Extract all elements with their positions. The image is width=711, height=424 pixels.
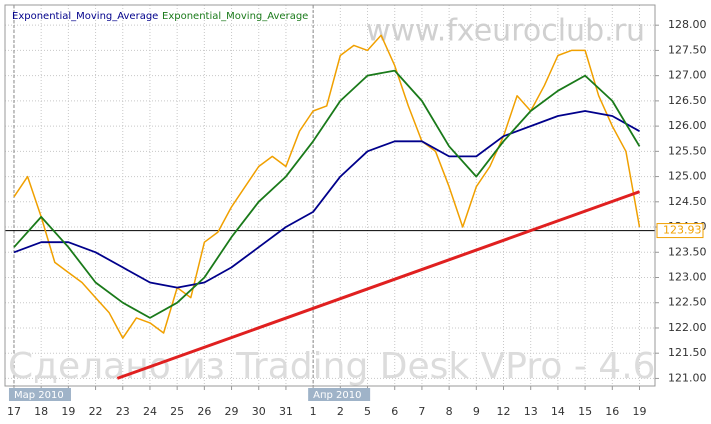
x-tick-label: 16 [605,405,619,418]
axes: 121.00 121.50 122.00 122.50 123.00 123.50 124.… [7,18,707,418]
watermark: www.fxeuroclub.ru [366,14,645,49]
x-tick-label: 14 [551,405,565,418]
x-tick-label: 24 [143,405,157,418]
x-tick-label: 29 [225,405,239,418]
x-tick-label: 1 [310,405,317,418]
x-tick-label: 23 [116,405,130,418]
watermark: Сделано из Trading Desk VPro - 4.6.5 [8,346,690,387]
x-tick-label: 19 [61,405,75,418]
x-tick-label: 31 [279,405,293,418]
watermarks: www.fxeuroclub.ru Сделано из Trading Desk… [8,14,690,387]
x-tick-label: 18 [34,405,48,418]
y-tick-label: 126.50 [668,94,707,107]
x-tick-label: 5 [364,405,371,418]
y-tick-label: 125.00 [668,170,707,183]
x-tick-label: 13 [524,405,538,418]
y-tick-label: 123.50 [668,245,707,258]
x-tick-label: 25 [170,405,184,418]
y-tick-label: 124.50 [668,195,707,208]
x-tick-label: 30 [252,405,266,418]
x-tick-label: 8 [446,405,453,418]
current-price-label: 123.93 [663,224,702,237]
y-tick-label: 127.50 [668,43,707,56]
x-tick-label: 6 [391,405,398,418]
series-line [13,110,640,289]
grid [5,5,655,386]
y-tick-label: 125.50 [668,144,707,157]
current-price-box [656,223,704,239]
y-tick-label: 121.50 [668,346,707,359]
x-tick-label: 2 [337,405,344,418]
y-tick-label: 122.50 [668,296,707,309]
series-line [116,190,641,380]
legend-entry: Exponential_Moving_Average [162,11,308,22]
legend-entry: Exponential_Moving_Average [12,11,158,22]
series-line [13,34,641,339]
plot-border [4,4,656,387]
month-label: Мар 2010 [14,390,64,401]
x-tick-label: 22 [89,405,103,418]
y-tick-label: 126.00 [668,119,707,132]
series-line [13,69,641,319]
y-tick-label: 122.00 [668,321,707,334]
x-tick-label: 9 [473,405,480,418]
x-tick-label: 15 [578,405,592,418]
y-tick-label: 127.00 [668,69,707,82]
y-tick-label: 121.00 [668,371,707,384]
month-label: Апр 2010 [313,390,361,401]
y-tick-label: 128.00 [668,18,707,31]
x-tick-label: 17 [7,405,21,418]
x-tick-label: 12 [497,405,511,418]
plot [5,34,655,380]
x-tick-label: 7 [418,405,425,418]
y-tick-label: 123.00 [668,271,707,284]
x-tick-label: 19 [632,405,646,418]
month-box [8,388,71,401]
month-box [308,388,371,401]
x-tick-label: 26 [197,405,211,418]
